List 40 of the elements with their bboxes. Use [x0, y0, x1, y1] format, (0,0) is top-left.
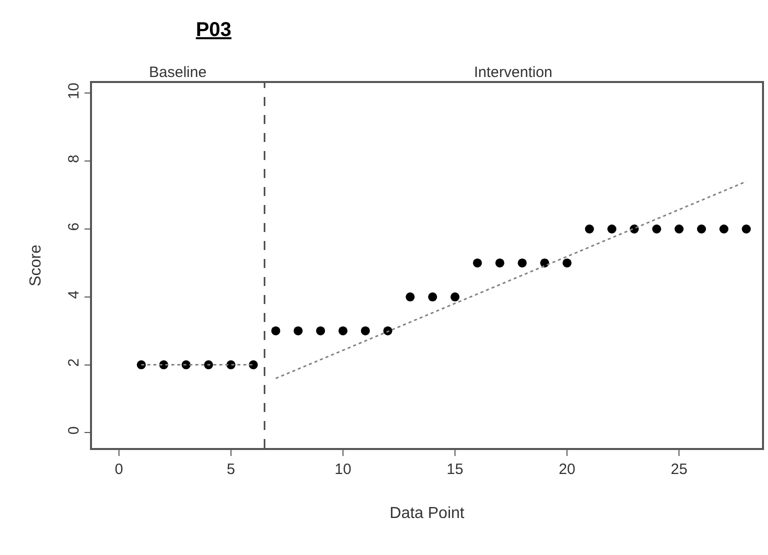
- point: [450, 292, 460, 302]
- point: [607, 224, 616, 234]
- point: [136, 360, 146, 370]
- point: [472, 258, 482, 268]
- point: [495, 258, 504, 268]
- point: [742, 224, 751, 234]
- point: [584, 224, 594, 234]
- x-tick-label: 10: [334, 460, 352, 478]
- x-tick-label: 0: [114, 460, 124, 478]
- point: [271, 326, 280, 336]
- point: [248, 360, 258, 370]
- point: [697, 224, 706, 234]
- text: Intervention: [474, 64, 552, 81]
- x-tick-label: 15: [446, 460, 464, 478]
- y-tick-label: 6: [65, 222, 82, 231]
- x-tick-label: 5: [226, 460, 236, 478]
- point: [652, 224, 662, 234]
- x-axis-title: Data Point: [390, 504, 465, 522]
- point: [360, 326, 370, 336]
- text: Baseline: [149, 64, 207, 81]
- x-tick-label: 25: [670, 460, 688, 478]
- point: [518, 258, 527, 268]
- point: [338, 326, 348, 336]
- point: [674, 224, 684, 234]
- y-axis-title: Score: [28, 244, 45, 286]
- y-tick-label: 2: [65, 358, 82, 367]
- point: [406, 292, 415, 302]
- point: [383, 326, 392, 336]
- point: [294, 326, 303, 336]
- chart-title: P03: [196, 19, 232, 42]
- y-tick-label: 10: [65, 82, 82, 100]
- y-tick-label: 8: [65, 154, 82, 164]
- point: [204, 360, 214, 370]
- point: [316, 326, 326, 336]
- point: [719, 224, 728, 234]
- y-tick-label: 0: [65, 426, 82, 435]
- y-tick-label: 4: [65, 290, 82, 299]
- point: [428, 292, 438, 302]
- point: [562, 258, 572, 268]
- x-tick-label: 20: [558, 460, 576, 478]
